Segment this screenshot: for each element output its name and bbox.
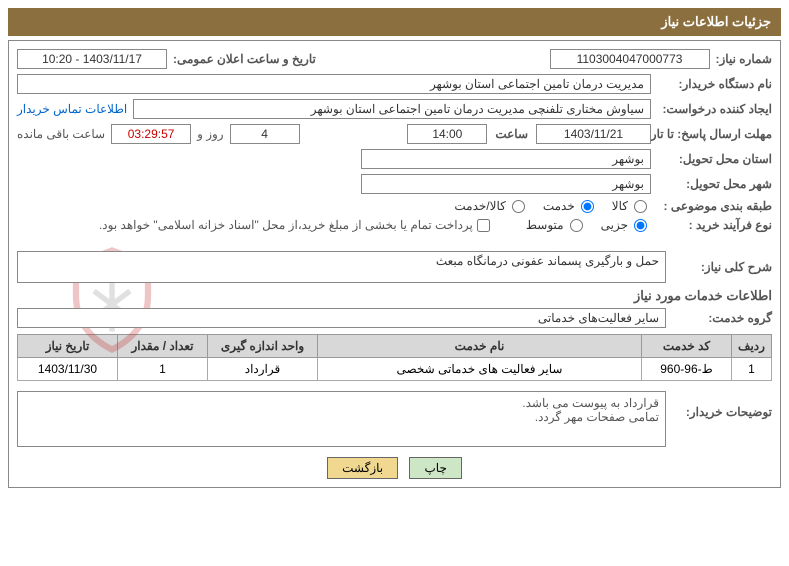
th-date: تاریخ نیاز [18,335,118,358]
requester-label: ایجاد کننده درخواست: [657,102,772,116]
need-desc-label: شرح کلی نیاز: [672,260,772,274]
announce-value: 1403/11/17 - 10:20 [17,49,167,69]
table-row: 1 ط-96-960 سایر فعالیت های خدماتی شخصی ق… [18,358,772,381]
buyer-org-label: نام دستگاه خریدار: [657,77,772,91]
announce-label: تاریخ و ساعت اعلان عمومی: [173,52,316,66]
page-title: جزئیات اطلاعات نیاز [661,14,771,29]
radio-medium-label: متوسط [526,218,564,232]
deadline-label: مهلت ارسال پاسخ: تا تاریخ: [657,127,772,141]
subject-cat-label: طبقه بندی موضوعی : [657,199,772,213]
time-label: ساعت [495,127,528,141]
need-desc-value: حمل و بارگیری پسماند عفونی درمانگاه مبعث [17,251,666,283]
radio-minor-label: جزیی [601,218,628,232]
print-button[interactable]: چاپ [409,457,461,479]
contact-link[interactable]: اطلاعات تماس خریدار [17,102,127,116]
th-qty: تعداد / مقدار [118,335,208,358]
cell-qty: 1 [118,358,208,381]
need-no-label: شماره نیاز: [716,52,772,66]
th-unit: واحد اندازه گیری [208,335,318,358]
payment-note: پرداخت تمام یا بخشی از مبلغ خرید،از محل … [99,218,473,232]
province-label: استان محل تحویل: [657,152,772,166]
cell-unit: قرارداد [208,358,318,381]
requester-value: سیاوش مختاری تلفنچی مدیریت درمان تامین ا… [133,99,651,119]
button-row: چاپ بازگشت [17,457,772,479]
days-text: روز و [197,127,224,141]
cell-name: سایر فعالیت های خدماتی شخصی [318,358,642,381]
buyer-notes-label: توضیحات خریدار: [672,387,772,419]
page-header: جزئیات اطلاعات نیاز [8,8,781,36]
city-label: شهر محل تحویل: [657,177,772,191]
countdown-suffix: ساعت باقی مانده [17,127,105,141]
subject-radio-group: کالا خدمت کالا/خدمت [442,199,651,213]
back-button[interactable]: بازگشت [327,457,398,479]
th-row: ردیف [732,335,772,358]
need-no-value: 1103004047000773 [550,49,710,69]
payment-checkbox[interactable] [477,219,490,232]
services-info-title: اطلاعات خدمات مورد نیاز [17,288,772,304]
radio-service-label: خدمت [543,199,575,213]
service-group-value: سایر فعالیت‌های خدماتی [17,308,666,328]
radio-medium[interactable] [570,219,583,232]
city-value: بوشهر [361,174,651,194]
service-group-label: گروه خدمت: [672,311,772,325]
purchase-radio-group: جزیی متوسط [514,218,651,232]
deadline-time: 14:00 [407,124,487,144]
province-value: بوشهر [361,149,651,169]
countdown: 03:29:57 [111,124,191,144]
cell-date: 1403/11/30 [18,358,118,381]
cell-code: ط-96-960 [642,358,732,381]
purchase-type-label: نوع فرآیند خرید : [657,218,772,232]
radio-goods-service-label: کالا/خدمت [454,199,505,213]
services-table: ردیف کد خدمت نام خدمت واحد اندازه گیری ت… [17,334,772,381]
radio-goods[interactable] [634,200,647,213]
main-panel: شماره نیاز: 1103004047000773 تاریخ و ساع… [8,40,781,488]
radio-service[interactable] [581,200,594,213]
radio-goods-service[interactable] [512,200,525,213]
buyer-notes-text: قرارداد به پیوست می باشد. تمامی صفحات مه… [17,391,666,447]
buyer-org-value: مدیریت درمان تامین اجتماعی استان بوشهر [17,74,651,94]
table-header-row: ردیف کد خدمت نام خدمت واحد اندازه گیری ت… [18,335,772,358]
days-remaining: 4 [230,124,300,144]
radio-minor[interactable] [634,219,647,232]
th-code: کد خدمت [642,335,732,358]
cell-row: 1 [732,358,772,381]
deadline-date: 1403/11/21 [536,124,651,144]
th-name: نام خدمت [318,335,642,358]
radio-goods-label: کالا [612,199,628,213]
